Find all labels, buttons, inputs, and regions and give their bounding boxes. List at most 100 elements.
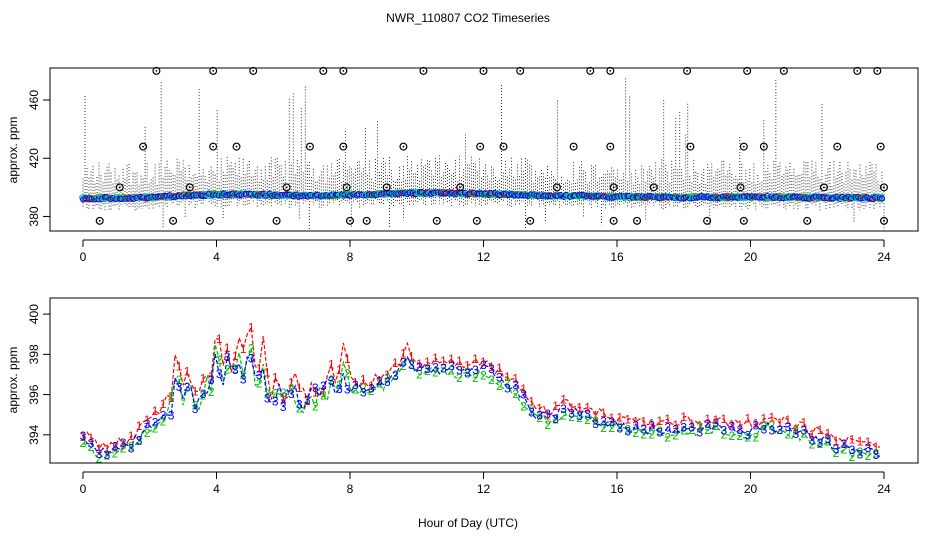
bottom-x-tick-label: 8 (347, 482, 354, 496)
cluster-point (571, 192, 578, 199)
flag-marker (686, 142, 695, 151)
series-2-point-label: 2 (120, 442, 127, 456)
series-1-point-label: 1 (400, 347, 407, 361)
series-2-point-label: 2 (640, 428, 647, 442)
series-3-point-label: 3 (825, 432, 832, 446)
series-3-point-label: 3 (392, 369, 399, 383)
series-3-point-label: 3 (256, 368, 263, 382)
series-2-point-label: 2 (104, 449, 111, 463)
flag-marker (115, 183, 124, 192)
series-2-point-label: 2 (736, 429, 743, 443)
series-1-point-label: 1 (512, 371, 519, 385)
series-2-point-label: 2 (712, 419, 719, 433)
flag-marker (95, 216, 104, 225)
series-1-point-label: 1 (192, 384, 199, 398)
series-2-point-label: 2 (448, 363, 455, 377)
series-1-point-label: 1 (128, 429, 135, 443)
top-x-tick-label: 12 (477, 250, 491, 264)
cluster-point (625, 192, 632, 200)
series-2-point-label: 2 (160, 414, 167, 428)
cluster-point (863, 195, 870, 202)
top-x-tick-label: 0 (80, 250, 87, 264)
series-2-point-label: 2 (176, 373, 183, 387)
series-1-point-label: 1 (344, 352, 351, 366)
cluster-point (767, 194, 774, 201)
flag-marker (649, 183, 658, 192)
series-1-point-label: 1 (528, 395, 535, 409)
cluster-point (395, 190, 402, 197)
figure-title: NWR_110807 CO2 Timeseries (386, 11, 550, 25)
series-1-point-label: 1 (256, 361, 263, 375)
series-3-point-label: 3 (336, 382, 343, 396)
series-2-point-label: 2 (704, 423, 711, 437)
series-3-point-label: 3 (656, 426, 663, 440)
cluster-point (512, 192, 519, 199)
flag-marker-dot (188, 186, 191, 189)
series-2-point-label: 2 (424, 364, 431, 378)
flag-marker (569, 142, 578, 151)
series-1-point-label: 1 (576, 401, 583, 415)
flag-marker (185, 183, 194, 192)
top-y-axis-label: approx. ppm (6, 117, 20, 184)
series-3-point-label: 3 (769, 423, 776, 437)
series-3-point-label: 3 (136, 434, 143, 448)
flag-marker (499, 142, 508, 151)
top-y-tick-label: 380 (27, 206, 41, 226)
series-3-point-label: 3 (640, 423, 647, 437)
flag-marker (803, 216, 812, 225)
bottom-x-tick-label: 12 (477, 482, 491, 496)
series-3-point-label: 3 (368, 382, 375, 396)
series-1-point-label: 1 (120, 438, 127, 452)
series-2-point-label: 2 (248, 342, 255, 356)
cluster-point (872, 194, 879, 201)
series-3-point-label: 3 (272, 394, 279, 408)
series-2-point-label: 2 (568, 410, 575, 424)
series-2-point-label: 2 (264, 387, 271, 401)
top-x-tick-label: 8 (347, 250, 354, 264)
series-3-point-label: 3 (296, 398, 303, 412)
cluster-point (163, 192, 170, 200)
cluster-point (830, 195, 837, 202)
series-3-point-label: 3 (512, 378, 519, 392)
cluster-point (145, 194, 152, 202)
series-3-point-label: 3 (248, 352, 255, 366)
series-1-point-label: 1 (761, 412, 768, 426)
flag-marker-dot (742, 145, 745, 148)
series-3-point-label: 3 (777, 423, 784, 437)
series-3-point-label: 3 (584, 407, 591, 421)
cluster-point (797, 193, 804, 200)
bottom-x-tick-label: 4 (213, 482, 220, 496)
series-2-point-label: 2 (456, 371, 463, 385)
cluster-point (776, 194, 784, 202)
series-2-point-label: 2 (544, 418, 551, 432)
series-2-point-label: 2 (752, 430, 759, 444)
series-2-point-label: 2 (536, 411, 543, 425)
series-1-point-label: 1 (304, 394, 311, 408)
series-3-point-label: 3 (841, 437, 848, 451)
flag-marker (169, 216, 178, 225)
cluster-point (295, 193, 302, 200)
series-2-point-label: 2 (200, 388, 207, 402)
cluster-point (583, 192, 591, 200)
top-panel: 0 4 8 12 16 20 24 380 420 460 approx. ppm (6, 66, 919, 264)
top-plot-frame (49, 67, 919, 232)
flag-marker-dot (155, 70, 158, 72)
cluster-point (409, 189, 416, 197)
series-2-point-label: 2 (416, 368, 423, 382)
series-2-point-label: 2 (256, 376, 263, 390)
cluster-point (650, 193, 657, 200)
bottom-y-tick-label: 398 (27, 344, 41, 364)
series-1-point-label: 1 (448, 352, 455, 366)
series-2-point-label: 2 (144, 426, 151, 440)
series-2-point-label: 2 (184, 380, 191, 394)
flag-marker (739, 142, 748, 151)
series-3-point-label: 3 (552, 412, 559, 426)
cluster-point (764, 192, 771, 200)
flag-marker (339, 142, 348, 151)
series-3-point-label: 3 (192, 402, 199, 416)
cluster-point (190, 192, 197, 199)
series-3-point-label: 3 (208, 373, 215, 387)
series-1-point-label: 1 (440, 354, 447, 368)
cluster-point (839, 193, 846, 200)
